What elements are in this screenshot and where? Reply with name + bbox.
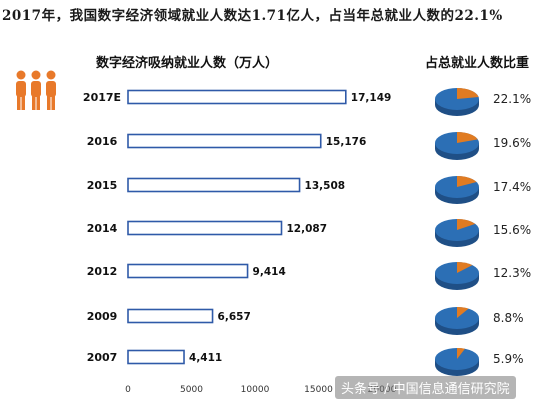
bar	[127, 133, 322, 149]
pie-percent-label: 22.1%	[493, 92, 531, 106]
bar	[127, 89, 347, 105]
pie-percent-label: 8.8%	[493, 311, 524, 325]
pie-slice-share	[457, 348, 465, 359]
pie-slice-share	[457, 262, 473, 273]
watermark: 头条号 / 中国信息通信研究院	[335, 376, 516, 399]
category-label: 2014	[87, 222, 118, 235]
category-label: 2015	[87, 179, 118, 192]
bar-chart-title: 数字经济吸纳就业人数（万人）	[96, 56, 279, 71]
category-label: 2016	[87, 135, 118, 148]
bar-value-label: 9,414	[253, 266, 286, 278]
pie-percent-label: 5.9%	[493, 352, 524, 366]
category-label: 2012	[87, 265, 118, 278]
bar	[127, 308, 214, 324]
bar	[127, 349, 185, 365]
page-title: 2017年，我国数字经济领域就业人数达1.71亿人，占当年总就业人数的22.1%	[2, 8, 503, 24]
pie-percent-label: 19.6%	[493, 136, 531, 150]
pie-chart-title: 占总就业人数比重	[425, 56, 530, 71]
pie-slice-share	[457, 132, 478, 143]
x-tick-label: 10000	[241, 385, 270, 395]
x-tick-label: 0	[125, 385, 131, 395]
pie-slice-share	[457, 176, 477, 187]
x-tick-label: 15000	[304, 385, 333, 395]
bar	[127, 177, 301, 193]
x-tick-label: 5000	[180, 385, 203, 395]
bar-value-label: 17,149	[351, 92, 392, 104]
pie-slice-share	[457, 219, 476, 230]
bar	[127, 220, 283, 236]
bar-value-label: 4,411	[189, 352, 222, 364]
bar-value-label: 6,657	[218, 311, 251, 323]
category-label: 2009	[87, 310, 118, 323]
pie-percent-label: 12.3%	[493, 266, 531, 280]
pie-slice-share	[457, 307, 469, 318]
pie-slice-share	[457, 88, 479, 99]
category-label: 2017E	[83, 91, 121, 104]
bar-value-label: 15,176	[326, 136, 367, 148]
pie-percent-label: 17.4%	[493, 180, 531, 194]
bar	[127, 263, 249, 279]
pie-percent-label: 15.6%	[493, 223, 531, 237]
bar-value-label: 12,087	[287, 223, 328, 235]
bar-value-label: 13,508	[305, 180, 346, 192]
category-label: 2007	[87, 351, 118, 364]
people-group-icon	[16, 70, 56, 110]
